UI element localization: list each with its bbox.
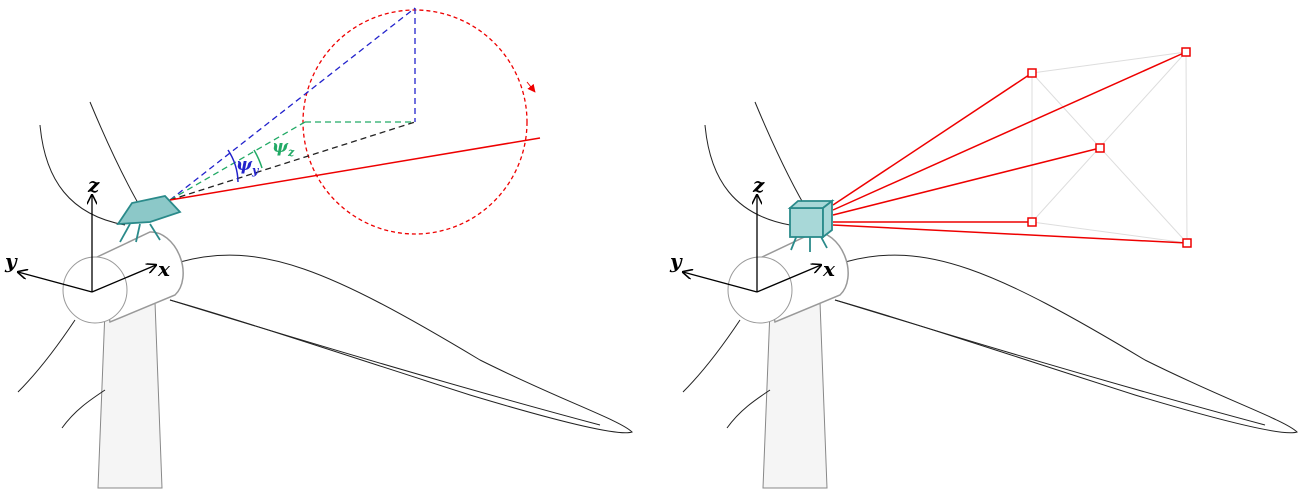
angle-arc	[227, 149, 239, 183]
grid-links	[1031, 51, 1188, 244]
axis-label: z	[87, 173, 100, 197]
angle-label: ψy	[236, 155, 260, 177]
laser-beam	[169, 137, 541, 201]
beam-y	[169, 7, 416, 201]
axis-beam	[169, 121, 416, 201]
axis-label: x	[822, 257, 836, 281]
axis-label: x	[157, 257, 171, 281]
right-panel: z y x	[669, 47, 1297, 488]
scan-arrow	[526, 81, 536, 93]
turbine	[683, 102, 1297, 488]
laser-beams	[832, 51, 1188, 244]
axis-label: y	[4, 249, 18, 273]
axis-label: y	[669, 249, 683, 273]
axis-label: z	[752, 173, 765, 197]
angle-label: ψz	[272, 137, 295, 159]
lidar	[787, 199, 835, 252]
lidar	[116, 195, 182, 243]
angle-arc	[253, 149, 263, 169]
measurement-points	[1027, 47, 1192, 248]
beam-z	[169, 121, 306, 201]
turbine	[18, 102, 632, 488]
left-panel: z y x ψy ψz	[4, 7, 632, 488]
